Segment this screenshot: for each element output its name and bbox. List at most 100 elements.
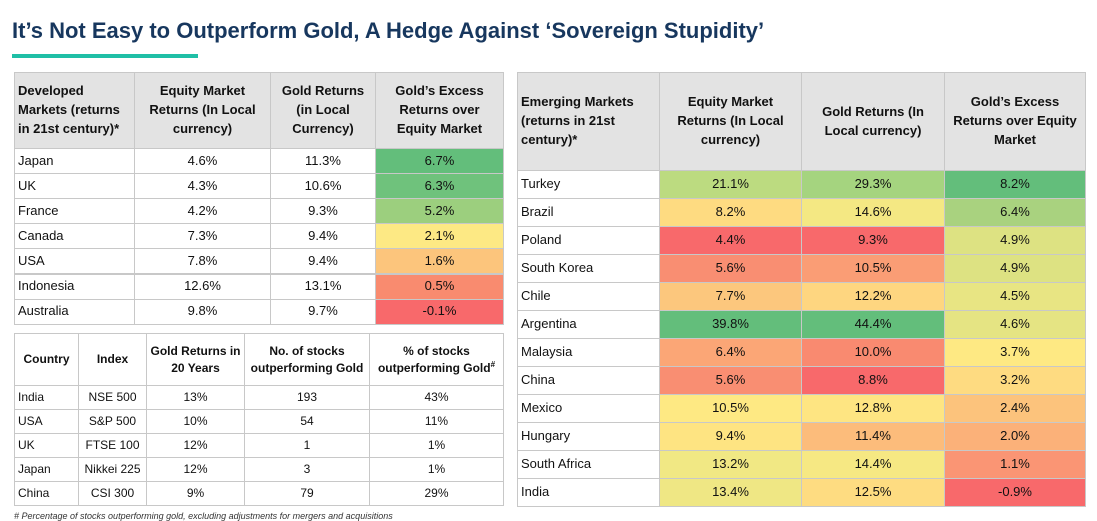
cell: China — [14, 481, 79, 506]
cell: Poland — [517, 226, 660, 255]
cell: Japan — [14, 148, 135, 175]
title-underline — [12, 54, 198, 58]
cell: 2.4% — [944, 394, 1086, 423]
cell: 79 — [244, 481, 370, 506]
cell: South Korea — [517, 254, 660, 283]
cell: 4.5% — [944, 282, 1086, 311]
cell: 4.6% — [944, 310, 1086, 339]
cell: Argentina — [517, 310, 660, 339]
cell: 6.4% — [659, 338, 802, 367]
cell: 10.5% — [659, 394, 802, 423]
cell: 12.5% — [801, 478, 945, 507]
header-text: Emerging Markets (returns in 21st centur… — [521, 94, 634, 147]
header-cell: Gold Returns (in Local Currency) — [270, 72, 376, 149]
cell: 14.4% — [801, 450, 945, 479]
header-text: Equity Market Returns (In Local currency… — [677, 94, 784, 147]
cell: 1 — [244, 433, 370, 458]
cell: 0.5% — [375, 273, 504, 300]
cell: 43% — [369, 385, 504, 410]
header-cell: Developed Markets (returns in 21st centu… — [14, 72, 135, 149]
cell: 4.3% — [134, 173, 271, 200]
cell: 10% — [146, 409, 245, 434]
cell: India — [14, 385, 79, 410]
cell: 2.1% — [375, 223, 504, 250]
cell: 12% — [146, 433, 245, 458]
cell: Turkey — [517, 170, 660, 199]
cell: 9.3% — [270, 198, 376, 225]
header-cell: Equity Market Returns (In Local currency… — [134, 72, 271, 149]
cell: 21.1% — [659, 170, 802, 199]
header-text: Gold’s Excess Returns over Equity Market — [395, 83, 484, 136]
cell: 5.6% — [659, 366, 802, 395]
header-cell: Gold’s Excess Returns over Equity Market — [375, 72, 504, 149]
cell: 1.6% — [375, 248, 504, 275]
footnote: # Percentage of stocks outperforming gol… — [14, 511, 393, 521]
cell: 9.4% — [270, 248, 376, 275]
header-cell: Gold’s Excess Returns over Equity Market — [944, 72, 1086, 171]
cell: Chile — [517, 282, 660, 311]
cell: 5.6% — [659, 254, 802, 283]
cell: 9% — [146, 481, 245, 506]
header-text: Gold Returns in 20 Years — [150, 344, 241, 375]
cell: 7.3% — [134, 223, 271, 250]
cell: 12.8% — [801, 394, 945, 423]
cell: 11.4% — [801, 422, 945, 451]
cell: 8.8% — [801, 366, 945, 395]
cell: 12.2% — [801, 282, 945, 311]
cell: 29% — [369, 481, 504, 506]
cell: 54 — [244, 409, 370, 434]
cell: 10.6% — [270, 173, 376, 200]
header-cell: Gold Returns (In Local currency) — [801, 72, 945, 171]
cell: USA — [14, 248, 135, 275]
header-cell: No. of stocks outperforming Gold — [244, 333, 370, 386]
cell: 3.2% — [944, 366, 1086, 395]
cell: India — [517, 478, 660, 507]
header-text: Gold Returns (In Local currency) — [822, 103, 924, 138]
cell: Malaysia — [517, 338, 660, 367]
header-cell: Emerging Markets (returns in 21st centur… — [517, 72, 660, 171]
footnote-mark: # — [490, 359, 496, 369]
title: It’s Not Easy to Outperform Gold, A Hedg… — [12, 18, 765, 43]
cell: Mexico — [517, 394, 660, 423]
cell: 11% — [369, 409, 504, 434]
cell: 1.1% — [944, 450, 1086, 479]
header-cell: Index — [78, 333, 147, 386]
header-text: No. of stocks outperforming Gold — [250, 344, 364, 375]
cell: -0.9% — [944, 478, 1086, 507]
cell: 12% — [146, 457, 245, 482]
cell: 7.7% — [659, 282, 802, 311]
cell: 12.6% — [134, 273, 271, 300]
cell: 9.4% — [659, 422, 802, 451]
cell: 29.3% — [801, 170, 945, 199]
header-text: Gold’s Excess Returns over Equity Market — [953, 94, 1077, 147]
cell: CSI 300 — [78, 481, 147, 506]
cell: Indonesia — [14, 273, 135, 300]
header-text: Index — [96, 352, 129, 367]
cell: China — [517, 366, 660, 395]
cell: 1% — [369, 433, 504, 458]
cell: 4.6% — [134, 148, 271, 175]
cell: 8.2% — [659, 198, 802, 227]
cell: S&P 500 — [78, 409, 147, 434]
cell: UK — [14, 433, 79, 458]
header-cell: Country — [14, 333, 79, 386]
cell: 44.4% — [801, 310, 945, 339]
header-text: Developed Markets (returns in 21st centu… — [18, 83, 120, 136]
cell: 6.4% — [944, 198, 1086, 227]
header-text: Equity Market Returns (In Local currency… — [149, 83, 256, 136]
cell: 13.2% — [659, 450, 802, 479]
cell: Brazil — [517, 198, 660, 227]
cell: 9.7% — [270, 298, 376, 325]
cell: 9.8% — [134, 298, 271, 325]
cell: 9.4% — [270, 223, 376, 250]
cell: 4.9% — [944, 254, 1086, 283]
cell: 2.0% — [944, 422, 1086, 451]
cell: 39.8% — [659, 310, 802, 339]
cell: Japan — [14, 457, 79, 482]
cell: USA — [14, 409, 79, 434]
cell: 4.2% — [134, 198, 271, 225]
cell: 10.0% — [801, 338, 945, 367]
cell: 5.2% — [375, 198, 504, 225]
cell: 13% — [146, 385, 245, 410]
